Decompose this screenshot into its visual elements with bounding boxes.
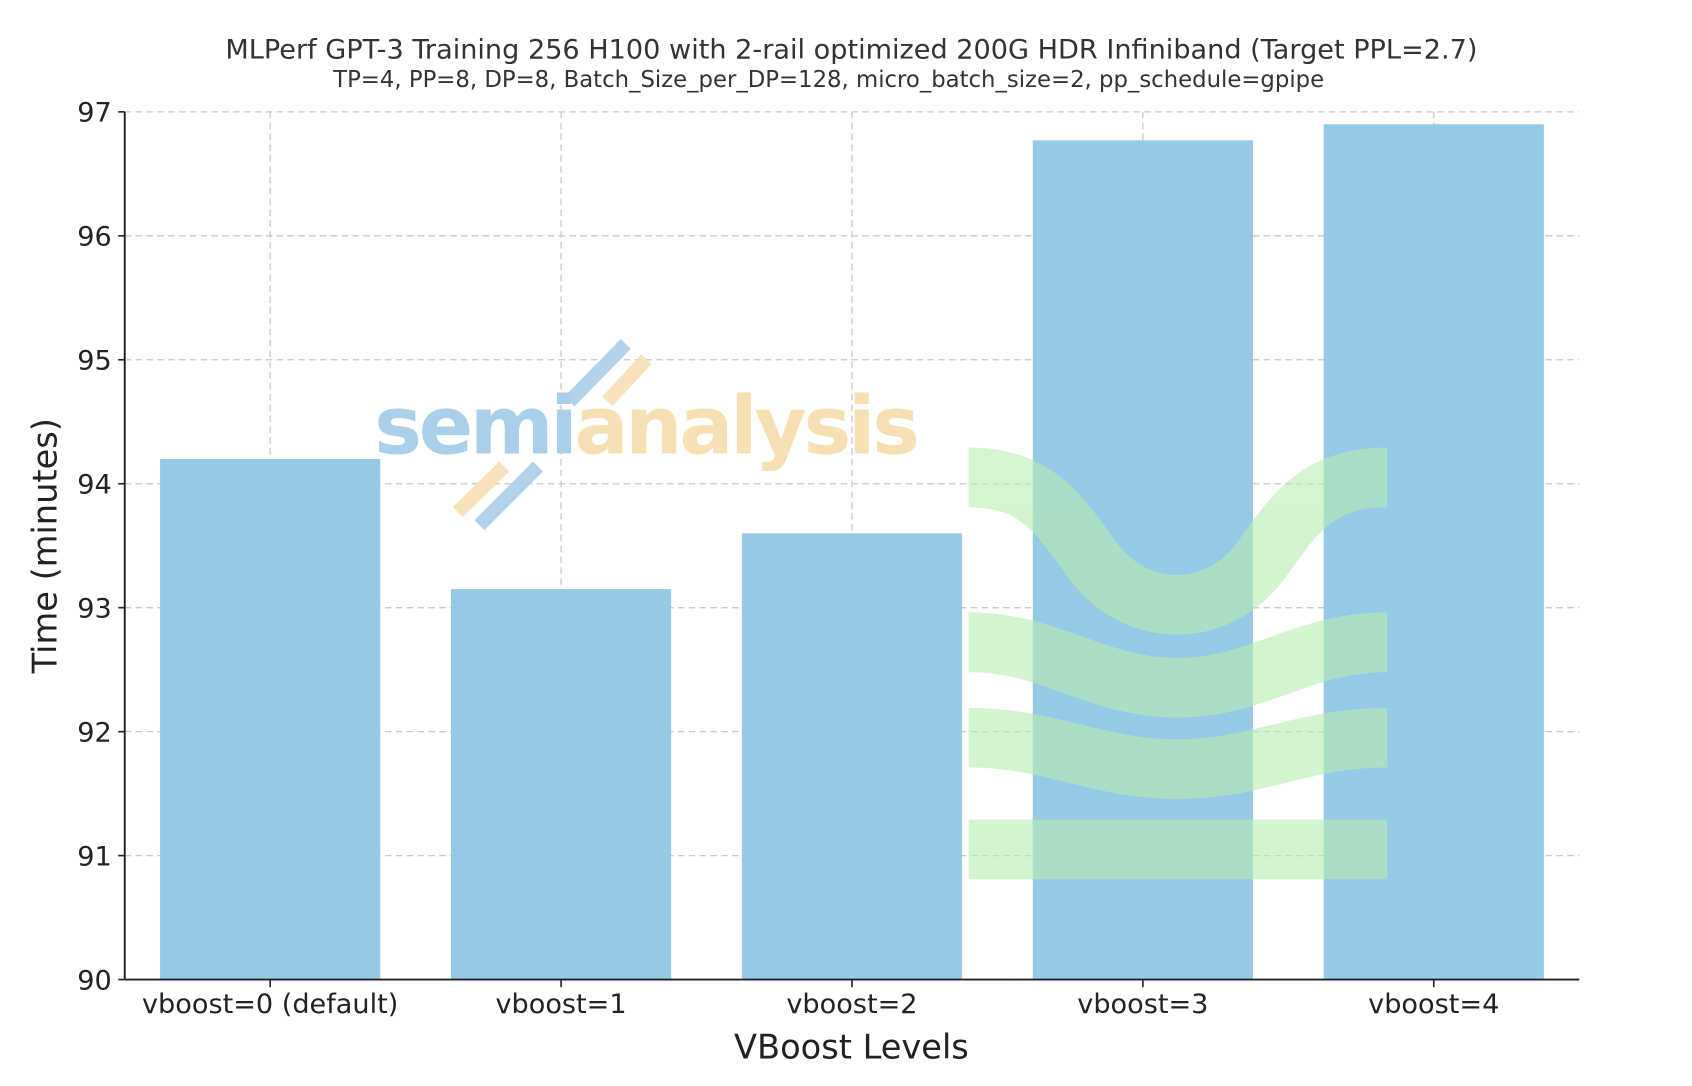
y-tick-label: 91: [77, 841, 112, 872]
y-tick-label: 97: [77, 98, 112, 129]
y-tick-label: 95: [77, 346, 112, 377]
logo-slashes: [452, 339, 652, 531]
x-tick-label: vboost=4: [1368, 989, 1499, 1020]
y-tick-label: 90: [77, 965, 112, 996]
logo-text: semianalysis: [374, 380, 917, 473]
chart-subtitle: TP=4, PP=8, DP=8, Batch_Size_per_DP=128,…: [332, 67, 1324, 93]
y-tick-label: 96: [77, 222, 112, 253]
y-tick-label: 93: [77, 593, 112, 624]
y-axis-label: Time (minutes): [25, 418, 64, 674]
wave-watermark: [967, 447, 1389, 880]
axes: 90 91 92 93 94 95 96 97 vboost=0 (default) vboost…: [77, 98, 1580, 1020]
y-tick-label: 94: [77, 469, 112, 500]
bar-vboost-0-default-: [160, 458, 381, 980]
x-axis-label: VBoost Levels: [734, 1028, 969, 1067]
x-tick-label: vboost=2: [786, 989, 917, 1020]
x-tick-label: vboost=1: [496, 989, 627, 1020]
bar-vboost-2: [741, 533, 963, 980]
x-tick-label: vboost=3: [1077, 989, 1208, 1020]
chart-title: MLPerf GPT-3 Training 256 H100 with 2-ra…: [225, 35, 1477, 66]
bar-vboost-1: [450, 589, 672, 980]
y-tick-label: 92: [77, 717, 112, 748]
x-tick-label: vboost=0 (default): [142, 989, 398, 1020]
semianalysis-watermark: semianalysis: [374, 339, 1389, 880]
